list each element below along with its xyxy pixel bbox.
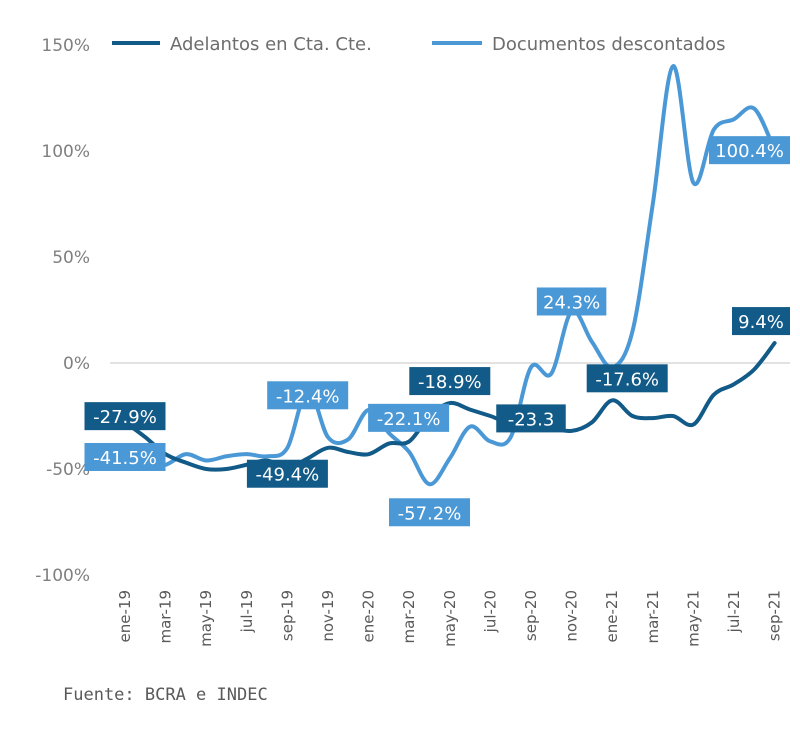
data-label: 9.4%	[738, 312, 784, 333]
legend-label-adelantos: Adelantos en Cta. Cte.	[170, 34, 372, 55]
data-label: 24.3%	[543, 292, 600, 313]
source-note: Fuente: BCRA e INDEC	[63, 685, 268, 705]
y-tick-label: 150%	[41, 36, 90, 56]
data-label-box	[409, 367, 491, 396]
x-tick-label: ene-19	[116, 590, 134, 642]
data-label: -17.6%	[595, 369, 659, 390]
data-label-box	[368, 403, 450, 432]
x-tick-label: sep-19	[278, 590, 296, 641]
data-label-box	[732, 307, 790, 336]
data-label: -49.4%	[256, 465, 320, 486]
x-tick-label: jul-21	[725, 590, 743, 633]
x-tick-label: nov-20	[563, 590, 581, 642]
data-label-box	[84, 402, 166, 431]
data-label-box	[496, 404, 566, 433]
data-label: -18.9%	[418, 372, 482, 393]
x-tick-label: may-19	[197, 590, 215, 647]
data-label: 100.4%	[715, 141, 784, 162]
data-label-box	[84, 442, 166, 471]
data-label: -27.9%	[93, 407, 157, 428]
data-label: -57.2%	[398, 503, 462, 524]
x-tick-label: jul-20	[481, 590, 499, 633]
x-tick-label: nov-19	[319, 590, 337, 642]
y-tick-label: 50%	[52, 248, 90, 268]
data-label-box	[389, 498, 470, 527]
y-tick-label: 100%	[41, 142, 90, 162]
x-tick-label: may-21	[684, 590, 702, 647]
x-tick-label: ene-20	[360, 590, 378, 642]
series-line-documentos	[123, 64, 777, 487]
x-tick-label: sep-20	[522, 590, 540, 641]
data-label-box	[267, 381, 349, 410]
y-tick-label: -50%	[46, 460, 90, 480]
x-tick-label: may-20	[441, 590, 459, 647]
x-tick-label: mar-20	[400, 590, 418, 644]
data-label-box	[709, 136, 790, 165]
legend-label-documentos: Documentos descontados	[492, 34, 725, 55]
x-tick-label: mar-19	[157, 590, 175, 644]
y-tick-label: -100%	[35, 566, 90, 586]
y-tick-label: 0%	[63, 354, 90, 374]
data-label-box	[586, 364, 668, 393]
x-tick-label: mar-21	[644, 590, 662, 644]
data-label: -12.4%	[276, 386, 340, 407]
x-tick-label: ene-21	[603, 590, 621, 642]
x-tick-label: jul-19	[238, 590, 256, 633]
data-label-box	[536, 287, 607, 316]
data-label: -22.1%	[377, 409, 441, 430]
data-label: -23.3	[508, 409, 555, 430]
series-line-adelantos	[123, 341, 777, 472]
x-tick-label: sep-21	[766, 590, 784, 641]
data-label-box	[246, 459, 328, 488]
data-label: -41.5%	[93, 448, 157, 469]
